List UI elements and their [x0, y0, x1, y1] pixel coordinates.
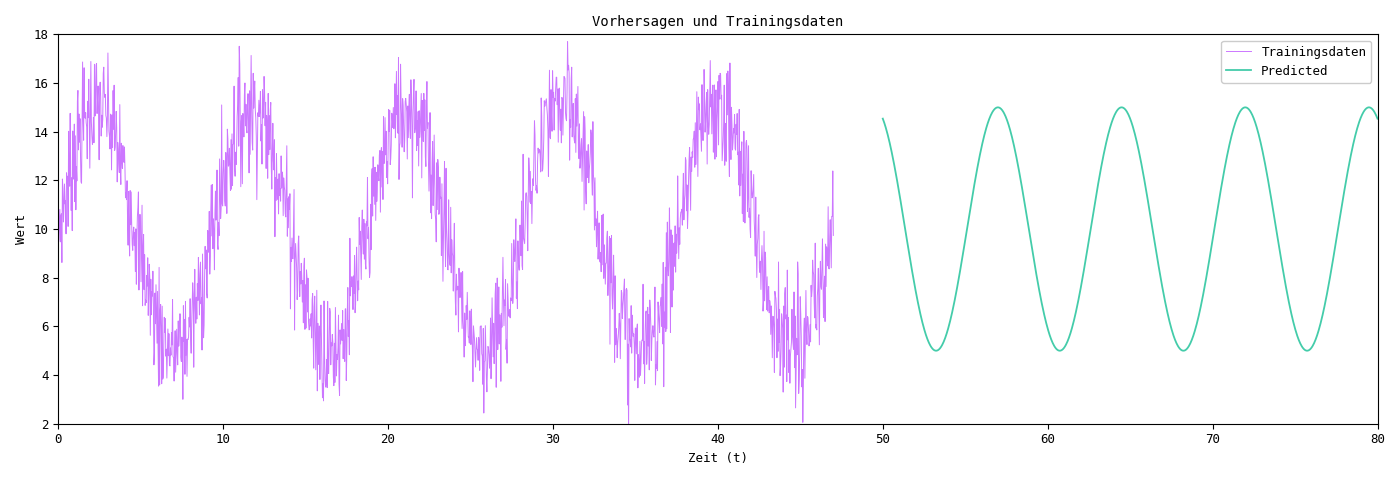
Predicted	[1270, 240, 1287, 246]
Trainingsdaten	[825, 233, 841, 239]
Trainingsdaten	[395, 103, 412, 108]
Legend: Trainingsdaten, Predicted: Trainingsdaten, Predicted	[1221, 41, 1371, 83]
X-axis label: Zeit (t): Zeit (t)	[687, 452, 748, 465]
Trainingsdaten	[559, 39, 575, 45]
Line: Predicted: Predicted	[883, 108, 1378, 351]
Trainingsdaten	[141, 275, 158, 281]
Predicted	[1215, 174, 1232, 180]
Trainingsdaten	[620, 431, 637, 437]
Predicted	[1074, 273, 1091, 279]
Title: Vorhersagen und Trainingsdaten: Vorhersagen und Trainingsdaten	[592, 15, 844, 29]
Predicted	[1369, 116, 1386, 121]
Trainingsdaten	[379, 159, 396, 165]
Trainingsdaten	[109, 146, 126, 152]
Predicted	[1261, 186, 1278, 192]
Y-axis label: Wert: Wert	[15, 214, 28, 244]
Line: Trainingsdaten: Trainingsdaten	[59, 42, 833, 434]
Predicted	[1236, 105, 1253, 110]
Trainingsdaten	[491, 341, 508, 347]
Predicted	[1175, 348, 1191, 354]
Predicted	[925, 347, 942, 352]
Predicted	[1092, 167, 1109, 173]
Predicted	[875, 116, 892, 121]
Trainingsdaten	[409, 118, 426, 123]
Trainingsdaten	[50, 177, 67, 182]
